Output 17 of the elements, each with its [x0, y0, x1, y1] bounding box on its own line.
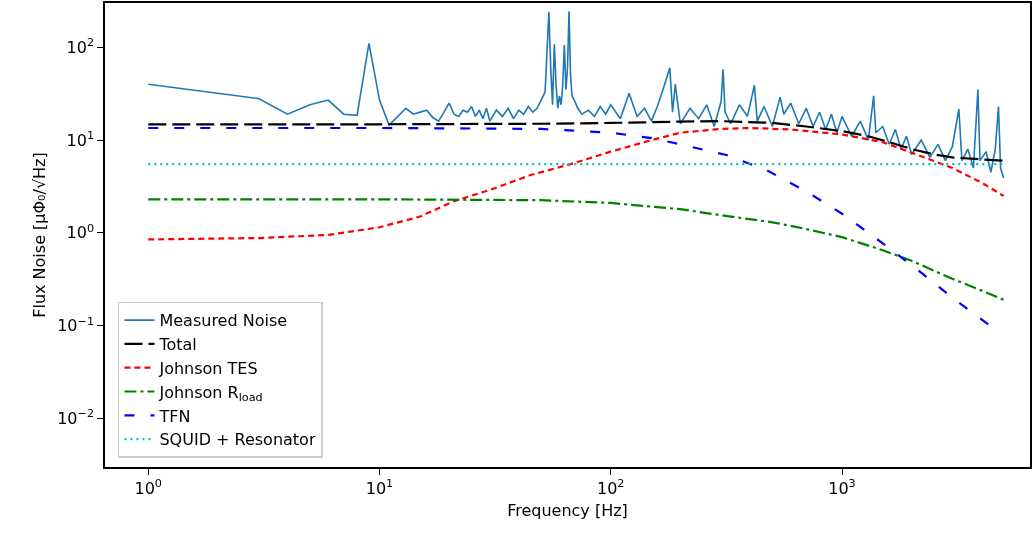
legend-label: Johnson R$_{load}$ [158, 382, 263, 405]
y-tick-label: 10$^{0}$ [66, 221, 95, 243]
x-tick-label: 10$^{2}$ [597, 477, 625, 498]
y-tick-label: 10$^{−2}$ [57, 407, 95, 429]
x-axis-title: Frequency [Hz] [507, 501, 628, 521]
y-axis-title: Flux Noise [μΦ₀/√Hz] [29, 152, 49, 318]
y-tick-label: 10$^{1}$ [66, 128, 95, 150]
legend-label: Total [158, 335, 197, 355]
x-tick-label: 10$^{3}$ [828, 477, 856, 498]
y-tick-label: 10$^{2}$ [66, 36, 95, 57]
legend-label: SQUID + Resonator [159, 430, 316, 450]
legend-label: Johnson TES [158, 358, 258, 378]
legend-label: Measured Noise [159, 311, 288, 331]
legend-label: TFN [158, 406, 191, 426]
x-tick-label: 10$^{0}$ [134, 477, 162, 498]
y-tick-label: 10$^{−1}$ [57, 314, 95, 336]
x-tick-label: 10$^{1}$ [365, 477, 394, 498]
